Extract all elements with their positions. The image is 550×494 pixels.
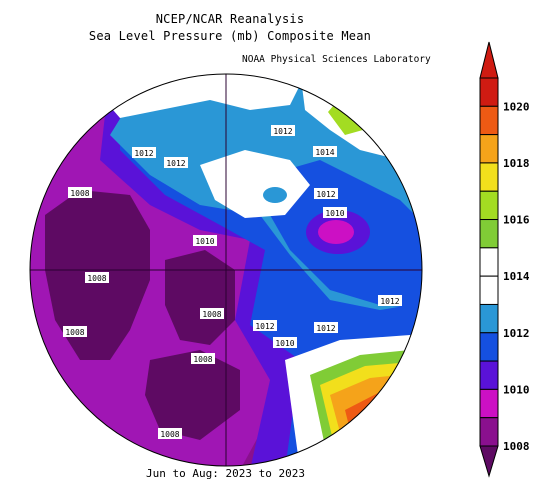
colorbar-swatch [479,134,499,164]
colorbar-swatch [479,247,499,277]
svg-text:1008: 1008 [87,274,106,283]
colorbar-tick-label: 1012 [503,327,530,340]
contour-label-1012-a: 1012 [271,125,295,136]
contour-label-1012-c: 1012 [164,157,188,168]
colorbar-tick-label: 1016 [503,214,530,227]
svg-text:1012: 1012 [316,190,335,199]
colorbar-tick-label: 1020 [503,100,530,113]
colorbar-swatch [479,303,499,334]
title-line-2: Sea Level Pressure (mb) Composite Mean [88,29,372,43]
colorbar-swatch [479,388,499,419]
colorbar-swatch [479,332,499,362]
svg-text:1012: 1012 [255,322,274,331]
colorbar-swatch [479,360,499,390]
colorbar-swatch [479,190,499,221]
svg-text:1008: 1008 [193,355,212,364]
svg-text:1012: 1012 [380,297,399,306]
polar-map [29,73,423,467]
zone-1018-pacific [330,374,422,466]
title-line-1: NCEP/NCAR Reanalysis [155,12,305,26]
colorbar: 1020 1018 1016 1014 1012 1010 1008 [479,41,530,478]
contour-label-1012-g: 1012 [314,322,338,333]
contour-label-1010-a: 1010 [323,207,347,218]
svg-text:1010: 1010 [275,339,294,348]
svg-text:1010: 1010 [325,209,344,218]
colorbar-swatch [479,105,499,136]
svg-text:1014: 1014 [315,148,334,157]
contour-label-1008-d: 1008 [63,326,87,337]
colorbar-swatch [479,162,499,192]
contour-label-1008-a: 1008 [68,187,92,198]
contour-label-1014-a: 1014 [313,146,337,157]
colorbar-swatch [479,417,499,447]
contour-label-1010-c: 1010 [273,337,297,348]
contour-label-1008-f: 1008 [158,428,182,439]
contour-label-1012-b: 1012 [132,147,156,158]
contour-label-1008-c: 1008 [200,308,224,319]
low-1008-south [145,350,240,440]
contour-label-1012-e: 1012 [378,295,402,306]
contour-label-1008-e: 1008 [191,353,215,364]
low-1008-center [165,250,235,345]
colorbar-tick-label: 1010 [503,383,530,396]
svg-text:1012: 1012 [316,324,335,333]
colorbar-swatch [479,77,499,107]
contour-label-1010-b: 1010 [193,235,217,246]
credit-text: NOAA Physical Sciences Laboratory [242,54,431,65]
svg-text:1008: 1008 [202,310,221,319]
colorbar-tick-label: 1018 [503,157,530,170]
contour-label-1012-f: 1012 [253,320,277,331]
svg-text:1012: 1012 [166,159,185,168]
colorbar-tick-label: 1014 [503,270,530,283]
svg-text:1008: 1008 [70,189,89,198]
period-text: Jun to Aug: 2023 to 2023 [146,467,305,480]
contour-label-1008-b: 1008 [85,272,109,283]
colorbar-arrow-up [479,41,499,79]
svg-text:1012: 1012 [273,127,292,136]
colorbar-arrow-down [479,445,499,478]
contour-label-1012-d: 1012 [314,188,338,199]
svg-text:1008: 1008 [65,328,84,337]
svg-text:1010: 1010 [195,237,214,246]
svg-text:1008: 1008 [160,430,179,439]
colorbar-tick-label: 1008 [503,440,530,453]
colorbar-swatch [479,219,499,249]
svg-text:1012: 1012 [134,149,153,158]
colorbar-swatch [479,275,499,305]
